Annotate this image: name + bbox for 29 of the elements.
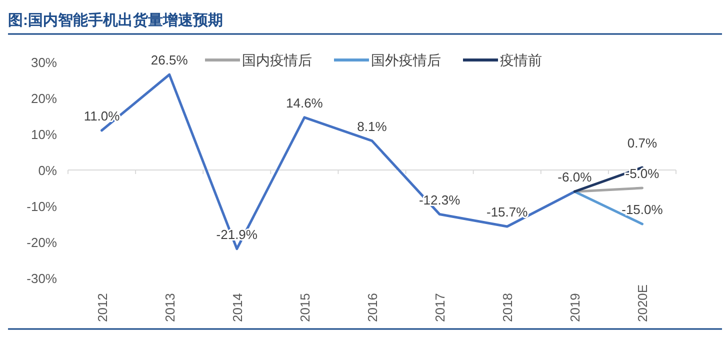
y-tick-label: -10% <box>26 199 58 214</box>
x-tick-label: 2014 <box>230 293 245 322</box>
x-tick-label: 2020E <box>635 284 650 322</box>
x-tick-label: 2012 <box>94 293 110 322</box>
data-label: 26.5% <box>150 52 188 68</box>
y-tick-label: -30% <box>26 271 58 286</box>
chart-title: 图:国内智能手机出货量增速预期 <box>8 12 223 29</box>
data-label: 8.1% <box>357 118 388 134</box>
y-tick-label: -20% <box>26 235 58 250</box>
legend-label: 疫情前 <box>500 52 542 68</box>
x-tick-label: 2018 <box>500 293 516 322</box>
data-label: 0.7% <box>627 135 658 150</box>
x-tick-label: 2017 <box>432 293 448 322</box>
x-tick-label: 2019 <box>568 293 583 322</box>
y-tick-label: 20% <box>30 91 58 106</box>
x-tick-label: 2016 <box>365 293 380 322</box>
data-label: -5.0% <box>625 166 660 181</box>
data-label: -15.7% <box>486 204 528 220</box>
data-label: -6.0% <box>558 170 592 185</box>
y-tick-label: 30% <box>30 55 58 70</box>
legend-label: 国内疫情后 <box>242 52 312 68</box>
data-label: -15.0% <box>622 202 664 217</box>
data-label: 11.0% <box>84 108 120 124</box>
y-tick-label: 0% <box>38 163 58 178</box>
y-tick-label: 10% <box>30 127 58 142</box>
data-label: 14.6% <box>286 95 324 110</box>
x-tick-label: 2015 <box>297 293 312 322</box>
x-tick-label: 2013 <box>162 293 178 322</box>
legend-label: 国外疫情后 <box>371 52 441 68</box>
